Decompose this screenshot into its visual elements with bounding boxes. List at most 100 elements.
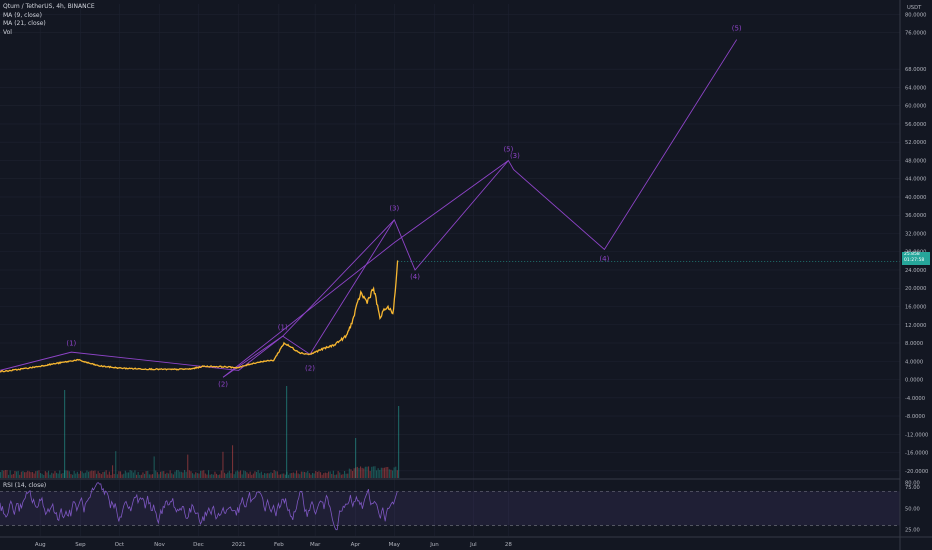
volume-bar (288, 474, 290, 478)
wave-label: (4) (599, 255, 609, 263)
wave-label: (3) (510, 152, 520, 160)
volume-bar (254, 471, 256, 478)
volume-bar (100, 474, 102, 478)
volume-bar (168, 473, 170, 478)
volume-bar (374, 466, 376, 478)
price-axis-tick-label: -12.0000 (905, 432, 928, 438)
volume-bar (276, 471, 278, 478)
volume-bar (331, 473, 333, 478)
price-axis-tick-label: 8.0000 (905, 341, 923, 347)
volume-bar (80, 470, 82, 478)
volume-bar (105, 470, 107, 478)
volume-bar (228, 470, 230, 478)
volume-bar (206, 474, 208, 478)
volume-bar (153, 456, 155, 478)
volume-bar (270, 472, 272, 478)
volume-bar (332, 470, 334, 478)
volume-bar (57, 473, 59, 478)
volume-bar (129, 470, 131, 478)
volume-bar (222, 451, 224, 478)
rsi-line (0, 482, 398, 531)
elliott-wave-lines (0, 39, 738, 378)
volume-bar (238, 471, 240, 478)
time-axis-tick-label: Dec (193, 542, 204, 548)
price-axis-tick-label: 80.0000 (905, 12, 926, 18)
volume-bar (233, 474, 235, 478)
volume-bar (310, 474, 312, 478)
volume-bar (340, 474, 342, 478)
volume-bar (241, 474, 243, 478)
time-axis-tick-label: Jun (429, 542, 439, 548)
legend-ma-21[interactable]: MA (21, close) (3, 20, 46, 27)
volume-bar (16, 471, 18, 478)
volume-bar (54, 471, 56, 478)
price-axis-tick-label: 0.0000 (905, 378, 923, 384)
volume-bar (323, 473, 325, 478)
volume-bar (368, 466, 370, 478)
volume-bar (278, 474, 280, 478)
volume-bar (369, 470, 371, 478)
volume-bar (137, 471, 139, 478)
volume-bar (104, 471, 106, 478)
volume-bar (136, 474, 138, 478)
price-line (0, 260, 399, 373)
time-axis-tick-label: 2021 (232, 542, 246, 548)
price-axis-unit: USDT (907, 5, 922, 11)
legend-symbol[interactable]: Qtum / TetherUS, 4h, BINANCE (3, 3, 95, 10)
volume-bar (156, 472, 158, 478)
volume-bar (132, 472, 134, 478)
volume-bar (14, 470, 16, 478)
time-axis-tick-label: Feb (274, 542, 284, 548)
volume-bar (24, 472, 26, 478)
volume-bar (220, 470, 222, 478)
volume-bar (89, 471, 91, 478)
volume-bar (113, 473, 115, 478)
volume-bar (155, 470, 157, 478)
volume-bar (35, 471, 37, 478)
volume-bar (28, 471, 30, 478)
price-axis-tick-label: 44.0000 (905, 177, 926, 183)
price-series (0, 260, 900, 373)
volume-bar (334, 474, 336, 478)
volume-bar (232, 445, 234, 478)
volume-bar (219, 474, 221, 478)
legend-ma-9[interactable]: MA (9, close) (3, 11, 42, 19)
volume-bar (145, 471, 147, 478)
volume-bar (6, 470, 8, 478)
grid (0, 4, 900, 536)
wave-label: (1) (278, 323, 288, 331)
rsi-legend[interactable]: RSI (14, close) (3, 482, 47, 489)
volume-bar (313, 473, 315, 478)
volume-bar (257, 470, 259, 478)
rsi-axis-tick-label: 25.00 (905, 528, 920, 534)
volume-bar (4, 470, 6, 478)
volume-bar (83, 473, 85, 478)
time-axis-tick-label: Mar (310, 542, 321, 548)
legend-volume[interactable]: Vol (3, 28, 12, 36)
volume-bar (380, 467, 382, 478)
price-axis-tick-label: -8.0000 (905, 414, 925, 420)
volume-bar (235, 471, 237, 478)
volume-bar (33, 473, 35, 478)
volume-bar (353, 468, 355, 478)
price-axis-tick-label: 64.0000 (905, 85, 926, 91)
volume-bar (160, 471, 162, 478)
volume-bar (312, 472, 314, 478)
volume-bar (366, 466, 368, 478)
volume-bar (128, 472, 130, 478)
volume-bar (315, 470, 317, 478)
volume-bar (345, 473, 347, 478)
volume-bar (176, 470, 178, 478)
volume-bar (110, 474, 112, 478)
volume-bar (318, 471, 320, 478)
volume-bar (164, 473, 166, 478)
volume-bar (385, 467, 387, 478)
volume-bar (139, 474, 141, 478)
volume-bar (273, 470, 275, 478)
volume-bar (352, 470, 354, 478)
volume-bar (17, 470, 19, 478)
volume-bar (355, 438, 357, 478)
volume-bar (396, 470, 398, 478)
last-price-countdown: 01:27:58 (904, 258, 925, 263)
